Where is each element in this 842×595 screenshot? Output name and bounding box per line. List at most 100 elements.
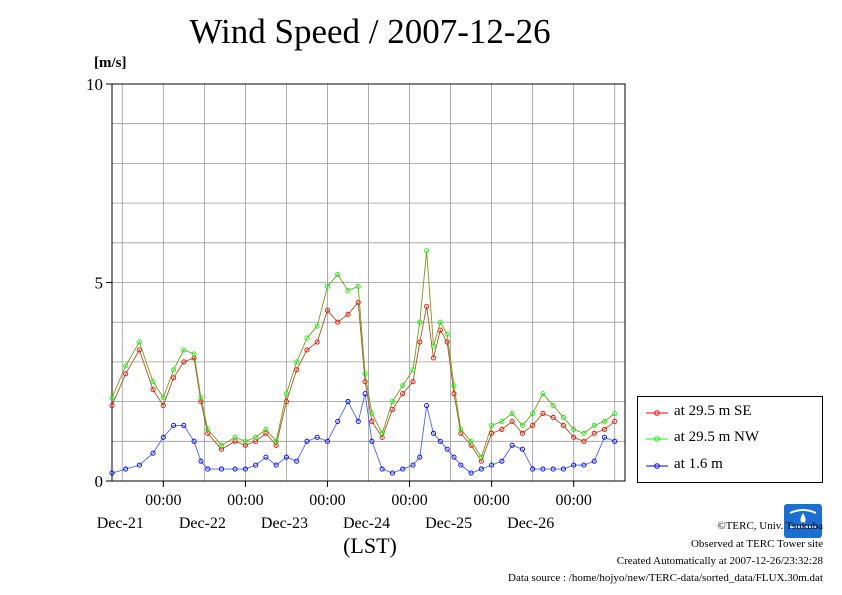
data-point [355,418,361,425]
data-point [430,430,437,436]
data-point [150,450,156,456]
credit-created: Created Automatically at 2007-12-26/23:3… [616,555,823,567]
data-point [263,426,269,432]
data-point [362,391,368,397]
data-point [362,379,368,385]
data-point [400,391,406,397]
data-point [451,391,457,397]
data-point [424,248,430,254]
data-point [601,418,608,425]
data-point [123,363,129,369]
data-point [294,458,300,464]
series-line-1 [111,250,616,459]
y-axis-unit: [m/s] [94,55,127,71]
data-point [424,303,430,309]
data-point [273,438,279,444]
data-point [540,466,546,472]
data-point [171,422,177,428]
data-point [550,403,556,409]
data-point [601,434,608,440]
x-tick-time: 00:00 [145,492,181,509]
data-point [540,410,546,417]
legend-label-se: at 29.5 m SE [674,403,752,419]
data-point [150,379,156,385]
x-tick-date: Dec-21 [97,515,144,532]
x-tick-time: 00:00 [309,492,345,509]
data-point [191,351,197,357]
data-point [314,434,320,440]
data-point [218,442,224,448]
data-point [379,430,385,436]
data-point [314,339,320,345]
data-point [335,418,341,425]
data-point [478,466,484,472]
data-point [345,287,351,293]
data-point [355,283,361,290]
data-point [499,418,505,425]
data-point [136,339,142,345]
x-tick-date: Dec-22 [179,515,226,532]
legend-marker-nw [646,436,668,442]
data-point [345,311,351,317]
data-point [355,299,361,305]
data-point [389,399,395,405]
data-point [550,466,556,472]
data-point [424,403,430,409]
data-point [263,454,269,460]
data-point [369,438,375,444]
data-point [362,371,368,377]
legend-marker-se [646,410,668,416]
data-point [444,331,450,337]
data-point [571,462,577,468]
data-point [489,422,495,428]
data-point [560,422,566,428]
data-point [324,283,331,290]
data-point [612,438,618,444]
y-tick-label: 10 [86,75,103,94]
data-point [601,426,608,432]
series-line-2 [111,393,615,474]
data-point [109,403,115,409]
data-point [123,466,129,472]
data-point [509,442,515,448]
data-point [283,391,289,397]
data-point [437,319,443,325]
data-point [591,430,597,436]
data-point [509,418,515,425]
data-point [430,343,437,349]
data-point [253,434,259,440]
data-point [198,458,204,464]
data-point [242,466,248,472]
x-tick-time: 00:00 [555,492,591,509]
y-tick-label: 0 [95,472,104,491]
data-point [478,454,484,460]
y-tick-label: 5 [95,274,104,293]
data-point [451,454,457,460]
data-point [417,454,423,460]
x-tick-time: 00:00 [473,492,509,509]
data-point [160,434,166,440]
legend-label-low: at 1.6 m [674,456,723,472]
x-tick-time: 00:00 [391,492,427,509]
data-point [499,426,505,432]
data-point [171,375,177,381]
data-point [410,367,416,373]
data-point [335,319,341,325]
x-tick-date: Dec-25 [425,515,472,532]
data-point [612,418,618,425]
data-point [136,462,142,468]
data-point [519,422,525,428]
data-point [345,399,351,405]
data-point [444,446,450,452]
data-point [369,410,375,417]
data-point [458,462,464,468]
data-point [444,339,450,345]
x-tick-date: Dec-23 [261,515,308,532]
data-point [369,418,375,425]
data-point [571,434,577,440]
credit-copyright: ©TERC, Univ. Tsukuba [717,520,823,532]
x-tick-date: Dec-24 [343,515,390,532]
data-point [379,466,385,472]
legend: at 29.5 m SE at 29.5 m NW at 1.6 m [637,396,823,483]
data-point [324,438,331,444]
